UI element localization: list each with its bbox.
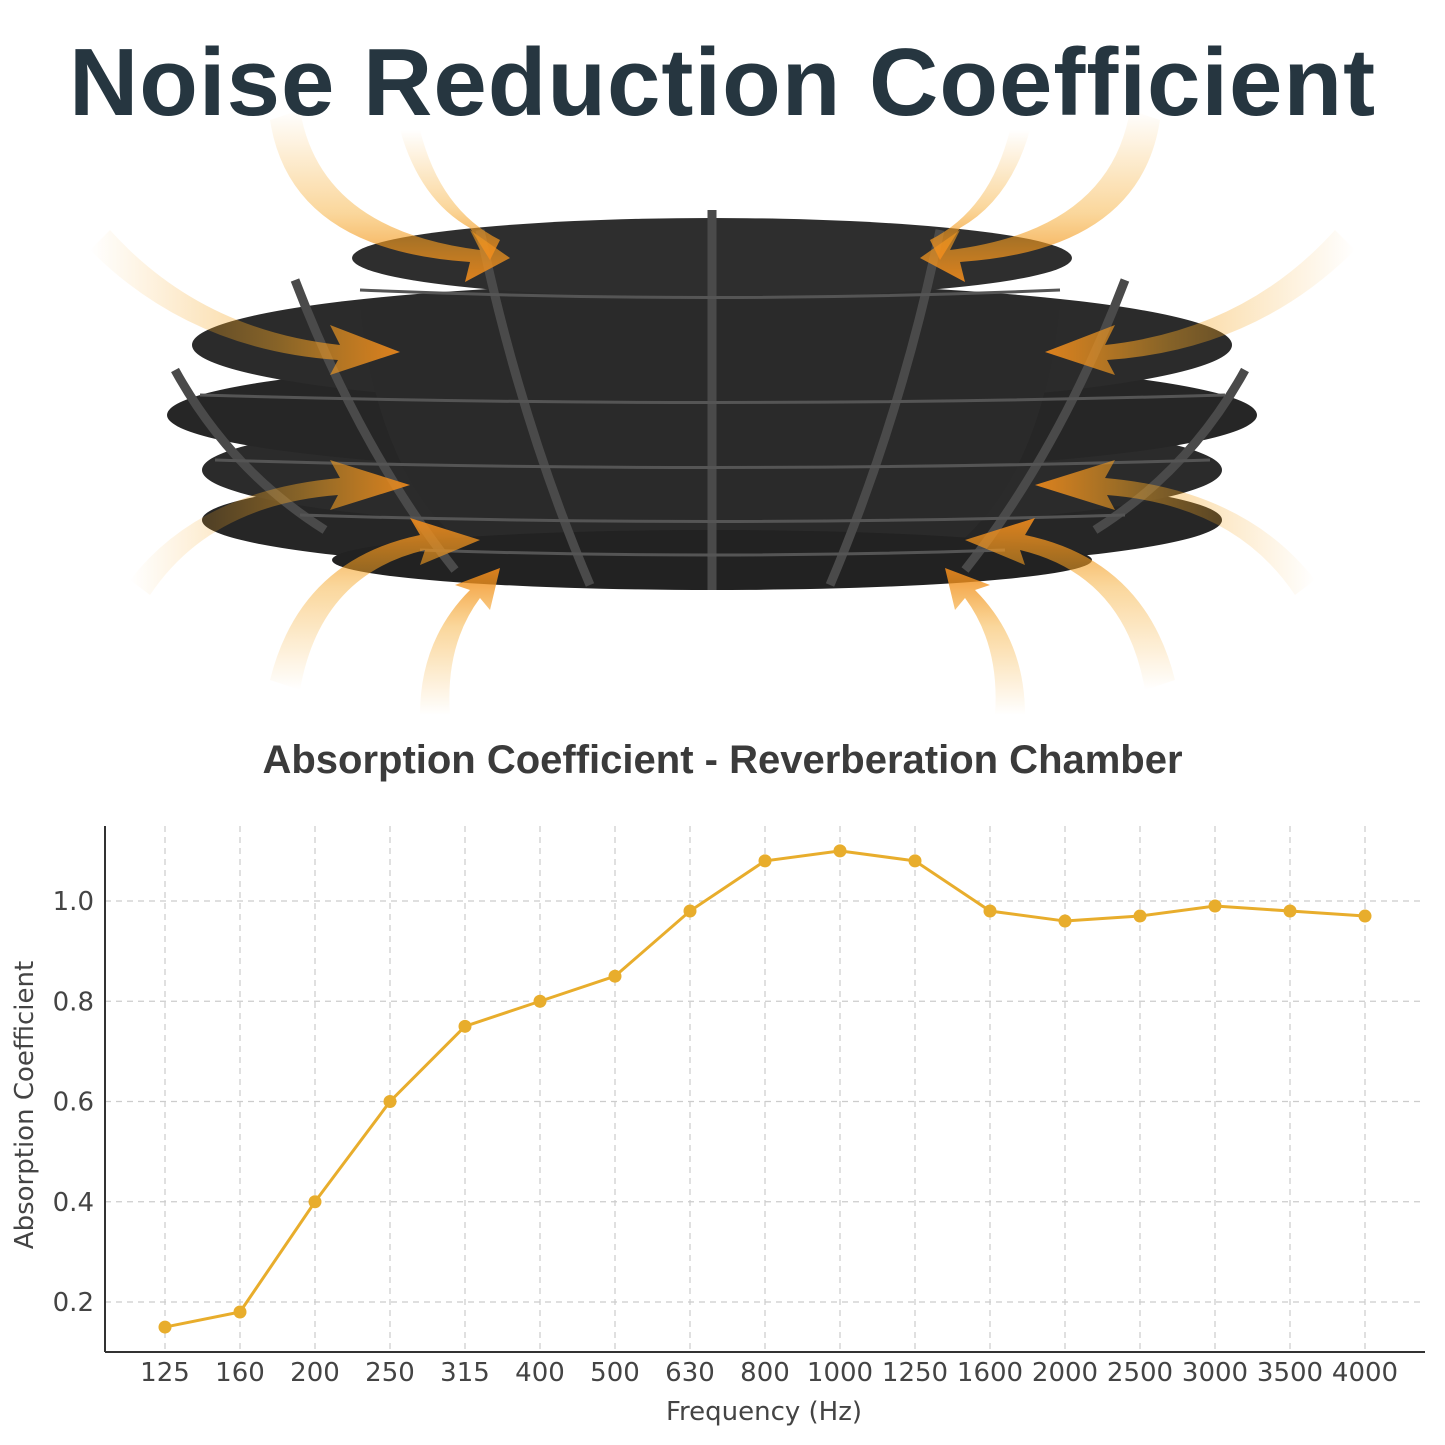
x-tick-label: 4000: [1332, 1358, 1398, 1388]
y-tick-label: 0.4: [53, 1188, 94, 1218]
data-point: [383, 1095, 397, 1108]
data-point: [683, 904, 697, 918]
x-tick-label: 3000: [1182, 1358, 1248, 1388]
x-tick-label: 125: [140, 1358, 190, 1388]
data-point: [908, 854, 922, 868]
chart-grid: [105, 826, 1425, 1352]
line-chart: 125 160 200 250 315 400 500 630 800 1000 1250 1600 2…: [10, 826, 1425, 1427]
data-point: [1208, 899, 1222, 913]
data-point: [233, 1305, 247, 1319]
tick-labels: 125 160 200 250 315 400 500 630 800 1000 1250 1600 2…: [53, 887, 1398, 1388]
data-point: [1133, 909, 1147, 923]
x-tick-label: 1250: [882, 1358, 948, 1388]
y-tick-label: 0.2: [53, 1288, 94, 1318]
data-point: [983, 904, 997, 918]
x-tick-label: 2000: [1032, 1358, 1098, 1388]
chart-axes: [104, 826, 1425, 1353]
sound-arrows: [90, 110, 1355, 715]
x-axis-label: Frequency (Hz): [666, 1397, 862, 1427]
data-point: [158, 1320, 172, 1334]
felt-seams: [199, 288, 1226, 557]
x-tick-label: 315: [440, 1358, 490, 1388]
x-tick-label: 160: [215, 1358, 265, 1388]
felt-panels: [167, 218, 1257, 590]
x-tick-label: 1000: [807, 1358, 873, 1388]
x-tick-label: 250: [365, 1358, 415, 1388]
y-tick-label: 1.0: [53, 887, 94, 917]
x-tick-label: 1600: [957, 1358, 1023, 1388]
data-point: [458, 1019, 472, 1033]
x-tick-label: 400: [515, 1358, 565, 1388]
data-point: [1283, 904, 1297, 918]
y-tick-label: 0.6: [53, 1088, 94, 1118]
x-tick-label: 500: [590, 1358, 640, 1388]
data-series: [158, 844, 1372, 1334]
data-point: [1358, 909, 1372, 923]
x-tick-label: 2500: [1107, 1358, 1173, 1388]
data-point: [533, 994, 547, 1008]
data-point: [308, 1195, 322, 1209]
y-axis-label: Absorption Coefficient: [10, 961, 40, 1249]
chart-title: Absorption Coefficient - Reverberation C…: [262, 738, 1183, 782]
data-point: [758, 854, 772, 868]
data-point: [833, 844, 847, 858]
x-tick-label: 630: [665, 1358, 715, 1388]
acoustic-baffle-illustration: [90, 110, 1355, 715]
y-tick-label: 0.8: [53, 987, 94, 1017]
data-point: [1058, 914, 1072, 928]
x-tick-label: 200: [290, 1358, 340, 1388]
x-tick-label: 3500: [1257, 1358, 1323, 1388]
data-point: [608, 969, 622, 983]
x-tick-label: 800: [740, 1358, 790, 1388]
